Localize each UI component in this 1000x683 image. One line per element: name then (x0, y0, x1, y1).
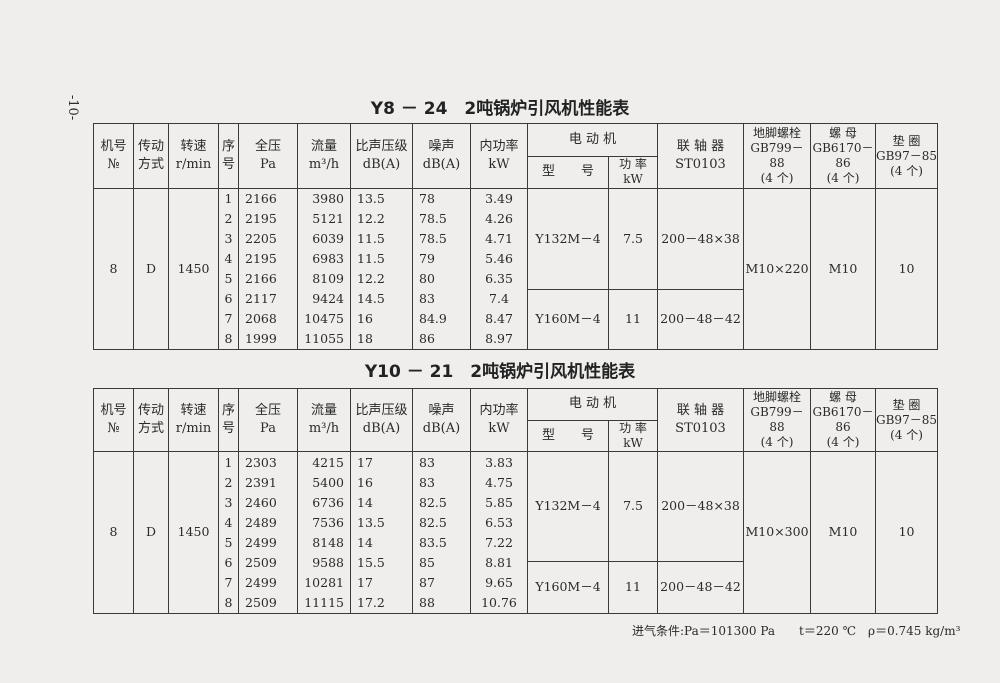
header-speed: 转速 r/min (168, 123, 219, 189)
header-motor: 电 动 机 (526, 123, 659, 157)
header-bolt: 地脚螺栓 GB799－88 (4 个) (743, 388, 812, 452)
header-bolt: 地脚螺栓 GB799－88 (4 个) (743, 123, 812, 189)
header-noise: 噪声 dB(A) (412, 123, 471, 189)
nut: M10 (810, 188, 877, 350)
motor-model: Y160M－4 (527, 561, 609, 614)
coupling: 200－48×38 (657, 188, 745, 290)
motor-model: Y132M－4 (527, 188, 609, 290)
fan-no: 8 (93, 451, 134, 614)
header-motor-model: 型 号 (527, 155, 609, 189)
flow-list: 4215 5400 6736 7536 8148 9588 10281 11115 (297, 451, 351, 614)
intake-conditions-note: 进气条件:Pa＝101300 Pa t＝220 ℃ ρ＝0.745 kg/m³ (632, 624, 961, 638)
pressure-list: 2166 2195 2205 2195 2166 2117 2068 1999 (238, 188, 298, 350)
noise-list: 83 83 82.5 82.5 83.5 85 87 88 (412, 451, 471, 614)
coupling: 200－48－42 (657, 288, 745, 351)
header-flow: 流量 m³/h (297, 388, 351, 452)
speed: 1450 (168, 451, 219, 614)
header-power: 内功率 kW (470, 123, 528, 189)
header-motor: 电 动 机 (526, 388, 659, 421)
anchor-bolt: M10×300 (743, 451, 812, 614)
coupling: 200－48－42 (657, 561, 745, 614)
header-washer: 垫 圈 GB97－85 (4 个) (875, 123, 939, 189)
header-spl: 比声压级 dB(A) (350, 123, 413, 189)
header-pressure: 全压 Pa (238, 388, 298, 452)
performance-table: 机号 № 传动 方式 转速 r/min 序号全压 Pa 流量 m³/h 比声压级 dB(A) 噪声 dB(… (93, 123, 939, 351)
spl-list: 17 16 14 13.5 14 15.5 17 17.2 (350, 451, 413, 614)
drive-type: D (133, 188, 169, 350)
power-list: 3.49 4.26 4.71 5.46 6.35 7.4 8.47 8.97 (470, 188, 528, 350)
header-seq: 序号 (218, 123, 239, 189)
header-motor-power: 功 率 kW (607, 155, 659, 189)
header-flow: 流量 m³/h (297, 123, 351, 189)
fan-no: 8 (93, 188, 134, 350)
motor-model: Y132M－4 (527, 451, 609, 562)
header-seq: 序号 (218, 388, 239, 452)
header-nut: 螺 母 GB6170－86 (4 个) (810, 388, 877, 452)
header-motor-power: 功 率 kW (607, 419, 659, 452)
motor-power: 11 (607, 288, 659, 351)
header-washer: 垫 圈 GB97－85 (4 个) (875, 388, 939, 452)
header-no: 机号 № (93, 123, 134, 189)
header-coupling: 联 轴 器 ST0103 (657, 123, 745, 189)
motor-model: Y160M－4 (527, 288, 609, 351)
header-drive: 传动 方式 (133, 123, 169, 189)
washer: 10 (875, 188, 939, 350)
nut: M10 (810, 451, 877, 614)
header-coupling: 联 轴 器 ST0103 (657, 388, 745, 452)
anchor-bolt: M10×220 (743, 188, 812, 350)
power-list: 3.83 4.75 5.85 6.53 7.22 8.81 9.65 10.76 (470, 451, 528, 614)
header-motor-model: 型 号 (527, 419, 609, 452)
performance-table: 机号 № 传动 方式 转速 r/min 序号全压 Pa 流量 m³/h 比声压级 dB(A) 噪声 dB(… (93, 388, 939, 614)
flow-list: 3980 5121 6039 6983 8109 9424 10475 11055 (297, 188, 351, 350)
header-nut: 螺 母 GB6170－86 (4 个) (810, 123, 877, 189)
table-title-2: Y10 － 21 2吨锅炉引风机性能表 (364, 362, 636, 382)
spl-list: 13.5 12.2 11.5 11.5 12.2 14.5 16 18 (350, 188, 413, 350)
noise-list: 78 78.5 78.5 79 80 83 84.9 86 (412, 188, 471, 350)
pressure-list: 2303 2391 2460 2489 2499 2509 2499 2509 (238, 451, 298, 614)
header-spl: 比声压级 dB(A) (350, 388, 413, 452)
header-power: 内功率 kW (470, 388, 528, 452)
speed: 1450 (168, 188, 219, 350)
header-no: 机号 № (93, 388, 134, 452)
washer: 10 (875, 451, 939, 614)
table-title-1: Y8 － 24 2吨锅炉引风机性能表 (370, 99, 630, 119)
motor-power: 11 (607, 561, 659, 614)
header-speed: 转速 r/min (168, 388, 219, 452)
coupling: 200－48×38 (657, 451, 745, 562)
header-pressure: 全压 Pa (238, 123, 298, 189)
motor-power: 7.5 (607, 188, 659, 290)
motor-power: 7.5 (607, 451, 659, 562)
header-noise: 噪声 dB(A) (412, 388, 471, 452)
header-drive: 传动 方式 (133, 388, 169, 452)
drive-type: D (133, 451, 169, 614)
